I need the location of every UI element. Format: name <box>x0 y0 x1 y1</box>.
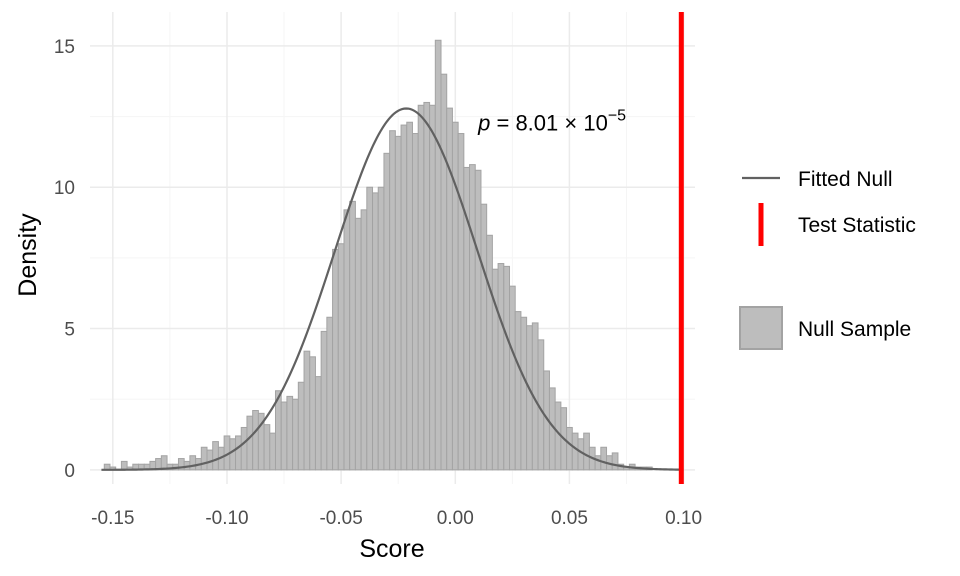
histogram-bar <box>423 101 431 471</box>
histogram-bar <box>377 186 385 471</box>
histogram-bar <box>314 376 322 471</box>
x-axis-title: Score <box>359 535 424 563</box>
y-axis-ticks: 0 5 10 15 <box>54 37 75 482</box>
histogram-bar <box>411 133 419 471</box>
x-tick-label: -0.10 <box>205 508 248 529</box>
y-tick-label: 15 <box>54 37 75 58</box>
p-value-annotation: p = 8.01 × 10−5 <box>477 108 626 136</box>
legend-null-sample-label: Null Sample <box>798 318 911 341</box>
x-tick-label: 0.00 <box>437 508 474 529</box>
histogram-bar <box>354 217 362 471</box>
histogram-bar <box>503 265 511 471</box>
histogram-bar <box>520 316 528 471</box>
histogram-bar <box>509 285 516 471</box>
histogram-bar <box>229 438 237 471</box>
histogram-bar <box>480 203 488 471</box>
histogram-bar <box>600 446 608 471</box>
histogram-bar <box>280 401 288 471</box>
histogram-bar <box>406 121 413 471</box>
histogram-bar <box>292 398 299 471</box>
histogram-bar <box>429 104 436 471</box>
histogram-bar <box>326 316 334 471</box>
histogram-bar <box>497 263 505 471</box>
x-tick-label: -0.05 <box>319 508 362 529</box>
p-mantissa: 8.01 <box>515 111 558 136</box>
histogram-bar <box>526 325 533 471</box>
p-base: 10 <box>583 111 607 136</box>
x-tick-label: 0.10 <box>665 508 702 529</box>
x-tick-label: -0.15 <box>91 508 134 529</box>
histogram-bar <box>434 39 442 471</box>
histogram-bar <box>383 152 391 471</box>
histogram-bar <box>269 432 276 471</box>
histogram-bar <box>611 452 619 471</box>
histogram-bar <box>160 455 168 471</box>
histogram-bar <box>571 432 579 471</box>
p-exponent: −5 <box>608 108 626 125</box>
histogram-bar <box>320 330 328 471</box>
histogram-bar <box>337 243 345 471</box>
histogram-bar <box>246 415 254 471</box>
histogram-bar <box>297 381 305 471</box>
histogram-bar <box>583 432 590 471</box>
histogram-bar <box>286 395 294 471</box>
y-tick-label: 0 <box>64 461 75 482</box>
p-equals: = <box>490 111 515 136</box>
histogram-bar <box>389 130 396 471</box>
histogram-bar <box>417 104 425 471</box>
y-tick-label: 10 <box>54 178 75 199</box>
histogram-bar <box>566 426 573 471</box>
legend-test-statistic-label: Test Statistic <box>798 214 916 237</box>
histogram-bar <box>486 234 493 471</box>
histogram-bar <box>263 424 271 471</box>
histogram-bar <box>469 164 476 471</box>
histogram-bar <box>594 455 602 471</box>
histogram-bar <box>360 209 368 471</box>
y-tick-label: 5 <box>64 320 75 341</box>
histogram-bar <box>343 209 351 471</box>
legend-null-sample-key <box>739 306 783 350</box>
histogram-bar <box>474 169 482 471</box>
histogram-bar <box>457 133 465 471</box>
histogram-bar <box>332 248 339 471</box>
histogram-bar <box>200 446 208 471</box>
histogram-bar <box>189 455 197 471</box>
histogram-bar <box>514 311 522 471</box>
legend-fitted-null-label: Fitted Null <box>798 168 893 191</box>
histogram-bar <box>394 135 402 471</box>
x-tick-label: 0.05 <box>551 508 588 529</box>
histogram-bar <box>252 410 259 471</box>
histogram-bar <box>372 192 379 471</box>
y-axis-title: Density <box>14 213 42 297</box>
legend: Fitted Null Test Statistic Null Sample <box>739 168 916 350</box>
histogram-bar <box>400 124 408 471</box>
p-times: × <box>558 111 583 136</box>
histogram-bars <box>103 39 653 471</box>
histogram-bar <box>120 460 128 471</box>
histogram-bar <box>451 121 459 471</box>
histogram-bar <box>235 435 242 471</box>
histogram-bar <box>366 186 374 471</box>
histogram-bar <box>349 200 356 471</box>
histogram-bar <box>309 356 316 471</box>
histogram-bar <box>212 441 219 471</box>
histogram-bar <box>440 73 448 471</box>
histogram-bar <box>303 350 311 471</box>
histogram-bar <box>240 426 248 471</box>
fitted-null-curve <box>101 107 684 471</box>
p-symbol: p <box>477 111 490 136</box>
x-axis-ticks: -0.15 -0.10 -0.05 0.00 0.05 0.10 <box>91 508 702 529</box>
